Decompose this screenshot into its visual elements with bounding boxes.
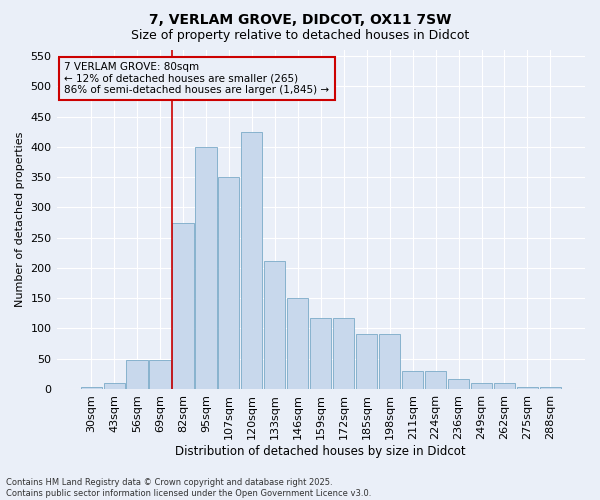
Text: Size of property relative to detached houses in Didcot: Size of property relative to detached ho… bbox=[131, 29, 469, 42]
Bar bbox=[172, 222, 194, 389]
Bar bbox=[310, 318, 331, 389]
Text: 7 VERLAM GROVE: 80sqm
← 12% of detached houses are smaller (265)
86% of semi-det: 7 VERLAM GROVE: 80sqm ← 12% of detached … bbox=[64, 62, 329, 95]
Bar bbox=[471, 383, 492, 389]
Bar bbox=[241, 132, 262, 389]
Bar bbox=[448, 378, 469, 389]
Text: Contains HM Land Registry data © Crown copyright and database right 2025.
Contai: Contains HM Land Registry data © Crown c… bbox=[6, 478, 371, 498]
Bar bbox=[104, 383, 125, 389]
Bar bbox=[494, 383, 515, 389]
Bar bbox=[379, 334, 400, 389]
Bar bbox=[402, 371, 423, 389]
Bar bbox=[80, 387, 101, 389]
Bar bbox=[540, 387, 561, 389]
Y-axis label: Number of detached properties: Number of detached properties bbox=[15, 132, 25, 307]
Bar bbox=[425, 371, 446, 389]
Bar bbox=[287, 298, 308, 389]
Bar bbox=[127, 360, 148, 389]
Bar bbox=[196, 147, 217, 389]
X-axis label: Distribution of detached houses by size in Didcot: Distribution of detached houses by size … bbox=[175, 444, 466, 458]
Text: 7, VERLAM GROVE, DIDCOT, OX11 7SW: 7, VERLAM GROVE, DIDCOT, OX11 7SW bbox=[149, 12, 451, 26]
Bar bbox=[149, 360, 170, 389]
Bar bbox=[218, 177, 239, 389]
Bar bbox=[517, 387, 538, 389]
Bar bbox=[356, 334, 377, 389]
Bar bbox=[333, 318, 354, 389]
Bar bbox=[264, 260, 286, 389]
